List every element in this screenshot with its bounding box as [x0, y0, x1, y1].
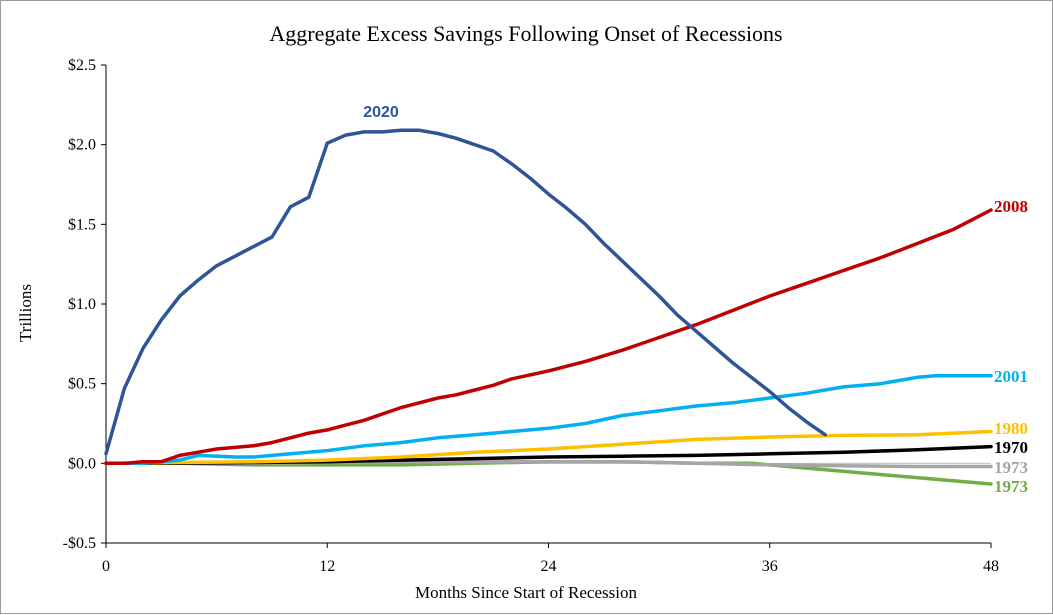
x-tick-label: 0: [102, 558, 110, 575]
y-tick-label: $2.5: [68, 57, 96, 74]
series-line-2001-4: [104, 373, 993, 466]
series-lines: [104, 128, 993, 486]
x-tick-label: 48: [983, 558, 999, 575]
x-axis-label: Months Since Start of Recession: [415, 583, 637, 602]
series-label-2020-6: 2020: [363, 104, 399, 121]
series-label-1973-0: 1973: [994, 477, 1028, 496]
y-axis-label: Trillions: [16, 284, 35, 342]
series-label-2001-4: 2001: [994, 367, 1028, 386]
series-line-2008-5: [104, 208, 993, 466]
series-label-1970-2: 1970: [994, 438, 1028, 457]
x-tick-label: 36: [762, 558, 778, 575]
y-tick-label: $0.0: [68, 455, 96, 472]
ticks: -$0.5 $0.0 $0.5 $1.0 $1.5 $2.0 $2.5 0 12 24 36 48: [63, 57, 999, 575]
series-label-2008-5: 2008: [994, 197, 1028, 216]
y-tick-label: -$0.5: [63, 535, 96, 552]
y-tick-label: $1.0: [68, 296, 96, 313]
series-label-1980-3: 1980: [994, 419, 1028, 438]
series-label-1973-1: 1973: [994, 458, 1028, 477]
y-tick-label: $1.5: [68, 216, 96, 233]
y-tick-label: $0.5: [68, 376, 96, 393]
chart-title: Aggregate Excess Savings Following Onset…: [269, 21, 782, 46]
y-tick-label: $2.0: [68, 137, 96, 154]
x-tick-label: 12: [319, 558, 335, 575]
x-tick-label: 24: [541, 558, 557, 575]
series-line-2020-6: [104, 128, 827, 456]
series-line-1980-3: [104, 429, 993, 466]
